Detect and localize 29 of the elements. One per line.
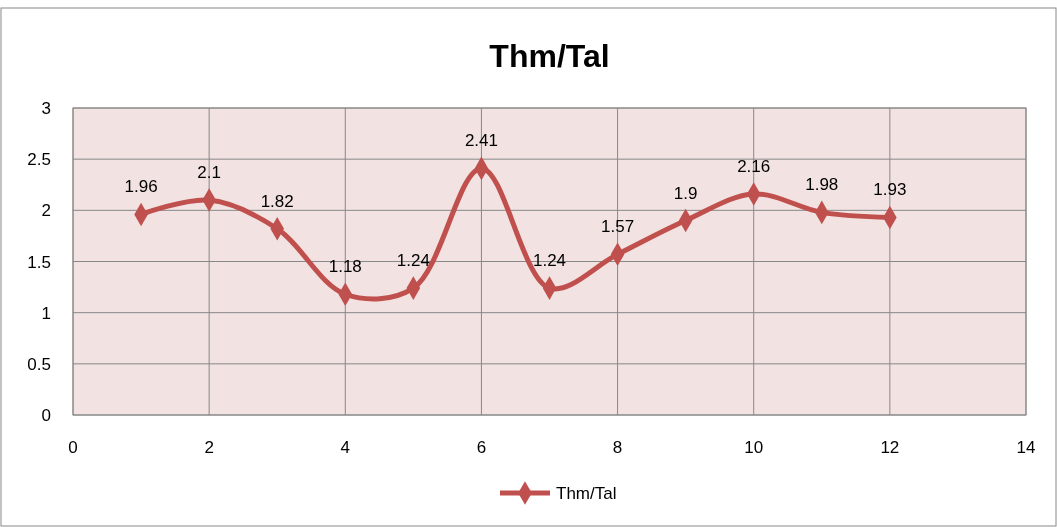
x-tick-label: 14 xyxy=(1016,438,1036,457)
x-tick-label: 8 xyxy=(612,438,623,457)
y-tick-label: 0 xyxy=(41,406,51,425)
x-tick-label: 10 xyxy=(744,438,764,457)
data-label: 2.41 xyxy=(464,131,498,151)
y-tick-label: 0.5 xyxy=(27,354,51,374)
y-tick-label: 2.5 xyxy=(27,150,51,170)
x-tick-label: 12 xyxy=(880,438,900,457)
data-label: 2.1 xyxy=(197,163,221,183)
data-label: 1.57 xyxy=(601,217,635,237)
chart-title: Thm/Tal xyxy=(489,38,610,74)
legend-label: Thm/Tal xyxy=(556,484,617,503)
x-tick-label: 0 xyxy=(68,438,78,457)
x-tick-label: 6 xyxy=(476,438,487,457)
data-label: 1.9 xyxy=(673,183,698,203)
data-label: 1.24 xyxy=(396,251,430,271)
data-label: 1.96 xyxy=(124,177,158,197)
data-label: 1.18 xyxy=(328,257,362,277)
data-label: 1.93 xyxy=(873,180,907,200)
data-label: 1.82 xyxy=(260,191,294,211)
x-tick-label: 4 xyxy=(340,438,351,457)
y-tick-label: 1 xyxy=(41,303,51,323)
x-tick-label: 2 xyxy=(204,438,214,457)
y-tick-label: 3 xyxy=(41,99,51,118)
y-tick-label: 2 xyxy=(41,201,51,221)
data-label: 1.24 xyxy=(532,251,567,271)
data-label: 1.98 xyxy=(805,175,839,195)
y-tick-label: 1.5 xyxy=(27,252,51,272)
data-label: 2.16 xyxy=(737,156,771,176)
